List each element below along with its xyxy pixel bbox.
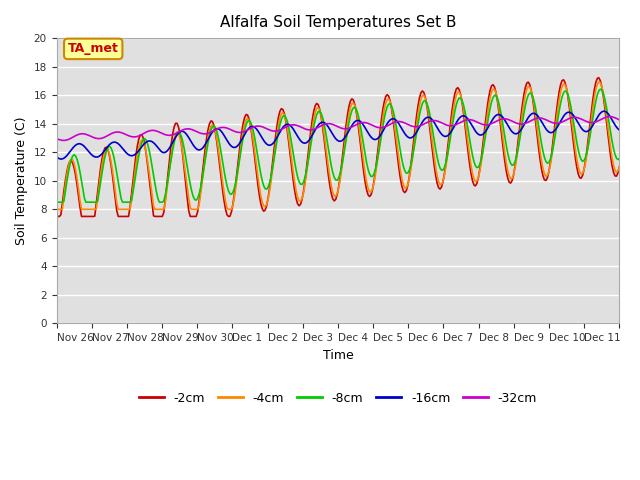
Y-axis label: Soil Temperature (C): Soil Temperature (C)	[15, 117, 28, 245]
Text: TA_met: TA_met	[68, 42, 118, 55]
Legend: -2cm, -4cm, -8cm, -16cm, -32cm: -2cm, -4cm, -8cm, -16cm, -32cm	[134, 387, 542, 410]
Title: Alfalfa Soil Temperatures Set B: Alfalfa Soil Temperatures Set B	[220, 15, 456, 30]
X-axis label: Time: Time	[323, 348, 353, 362]
